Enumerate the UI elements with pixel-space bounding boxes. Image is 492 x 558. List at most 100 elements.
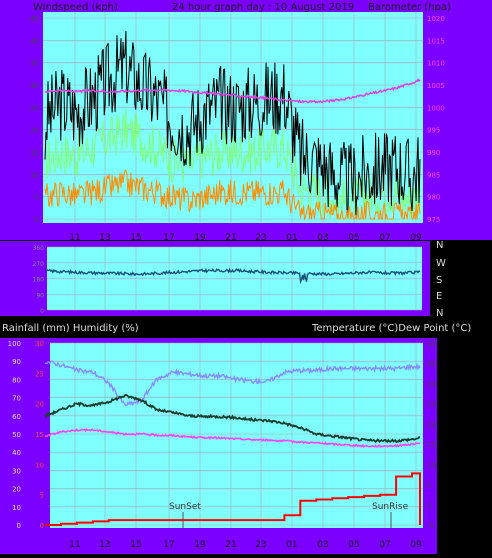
barometer-tick-label: 1005	[427, 82, 445, 90]
humidity-tick-label: 100	[8, 340, 21, 348]
temp-tick-label: 20	[427, 421, 436, 429]
temp-x-tick-label: 11	[69, 540, 80, 550]
temp-tick-label: 10	[427, 461, 436, 469]
temp-x-tick-label: 15	[130, 540, 141, 550]
barometer-tick-label: 995	[427, 127, 440, 135]
wind-tick-label: 10	[30, 171, 39, 179]
wind-x-tick-label: 11	[69, 233, 80, 243]
wind-tick-label: 45	[30, 15, 39, 23]
wind-tick-label: 30	[30, 82, 39, 90]
temp-x-tick-label: 23	[255, 540, 266, 550]
wind-x-ticks: 11 13 15 17 19 21 23 01 03 05 07 09	[69, 233, 422, 243]
temp-x-tick-label: 05	[348, 540, 359, 550]
humidity-tick-label: 90	[12, 358, 21, 366]
humidity-tick-label: 70	[12, 395, 21, 403]
temp-x-tick-label: 21	[225, 540, 236, 550]
humidity-tick-label: 80	[12, 376, 21, 384]
wind-gust-line	[44, 30, 421, 218]
wind-tick-label: 20	[30, 127, 39, 135]
humidity-tick-label: 10	[12, 504, 21, 512]
rain-tick-label: 20	[35, 401, 44, 409]
temp-tick-label: -5	[427, 522, 434, 530]
barometer-tick-label: 1015	[427, 37, 445, 45]
wind-x-tick-label: 23	[255, 233, 266, 243]
compass-label: S	[436, 275, 442, 286]
temp-dew-label: Temperature (°C)Dew Point (°C)	[311, 323, 471, 334]
temp-x-tick-label: 19	[194, 540, 206, 550]
temp-series	[44, 360, 421, 526]
humidity-tick-label: 60	[12, 413, 21, 421]
wind-tick-label: 0	[35, 216, 39, 224]
wind-x-tick-label: 19	[194, 233, 206, 243]
temp-tick-label: 25	[427, 401, 436, 409]
wind-average-line	[44, 109, 421, 220]
direction-tick-label: 0	[40, 308, 44, 315]
temp-tick-label: 15	[427, 441, 436, 449]
rain-tick-label: 25	[35, 370, 44, 378]
temperature-line	[44, 393, 421, 444]
wind-right-ticks: 1020 1015 1010 1005 1000 995 990 985 980 975	[427, 15, 445, 224]
wind-x-tick-label: 07	[379, 233, 390, 243]
compass-label: E	[436, 291, 442, 302]
humidity-tick-label: 20	[12, 486, 21, 494]
dew-point-line	[44, 427, 421, 449]
direction-tick-label: 270	[33, 261, 45, 268]
wind-x-tick-label: 17	[163, 233, 174, 243]
wind-x-tick-label: 09	[410, 233, 422, 243]
graph-title: 24 hour graph day : 10 August 2019	[172, 2, 354, 13]
rain-tick-label: 0	[40, 522, 44, 530]
humidity-tick-label: 30	[12, 467, 21, 475]
barometer-tick-label: 975	[427, 216, 440, 224]
barometer-tick-label: 990	[427, 149, 440, 157]
wind-tick-label: 40	[30, 37, 39, 45]
direction-tick-label: 360	[33, 245, 45, 252]
direction-series	[44, 267, 421, 285]
temp-tick-label: 0	[427, 502, 431, 510]
temp-tick-label: 5	[427, 482, 431, 490]
rain-tick-label: 15	[35, 431, 44, 439]
direction-grid	[47, 246, 422, 311]
temp-tick-label: 40	[427, 340, 436, 348]
wind-x-tick-label: 05	[348, 233, 359, 243]
direction-ticks: 360 270 180 90 0	[33, 245, 45, 315]
wind-tick-label: 5	[35, 194, 39, 202]
wind-series	[44, 30, 421, 221]
wind-tick-label: 25	[30, 104, 39, 112]
wind-low-line	[44, 169, 421, 221]
wind-x-tick-label: 21	[225, 233, 236, 243]
wind-x-tick-label: 15	[130, 233, 141, 243]
rain-humidity-label: Rainfall (mm) Humidity (%)	[2, 323, 139, 334]
temp-x-tick-label: 09	[410, 540, 422, 550]
wind-x-tick-label: 13	[99, 233, 110, 243]
direction-tick-label: 180	[33, 277, 45, 284]
barometer-tick-label: 1000	[427, 104, 445, 112]
humidity-tick-label: 40	[12, 449, 21, 457]
temp-x-ticks: 11 13 15 17 19 21 23 01 03 05 07 09	[69, 540, 422, 550]
rain-tick-label: 10	[35, 461, 44, 469]
sunrise-label: SunRise	[372, 502, 409, 512]
temp-ticks: 40 35 30 25 20 15 10 5 0 -5	[427, 340, 436, 530]
compass-label: N	[436, 240, 443, 251]
rain-tick-label: 30	[35, 340, 44, 348]
direction-tick-label: 90	[36, 292, 44, 299]
compass-label: W	[436, 258, 446, 269]
humidity-line	[44, 360, 421, 407]
humidity-tick-label: 0	[17, 522, 21, 530]
windspeed-label: Windspeed (kph)	[33, 2, 118, 13]
barometer-tick-label: 1010	[427, 60, 445, 68]
barometer-line	[44, 78, 421, 104]
wind-tick-label: 15	[30, 149, 39, 157]
rain-tick-label: 5	[40, 492, 44, 500]
sunset-label: SunSet	[169, 502, 201, 512]
wind-tick-label: 35	[30, 60, 39, 68]
wind-direction-line	[44, 267, 421, 285]
compass-label: N	[436, 308, 443, 319]
direction-side-bg	[430, 241, 492, 316]
temp-tick-label: 30	[427, 380, 436, 388]
wind-x-tick-label: 03	[317, 233, 328, 243]
rainfall-line	[45, 472, 421, 526]
temp-x-tick-label: 13	[99, 540, 110, 550]
